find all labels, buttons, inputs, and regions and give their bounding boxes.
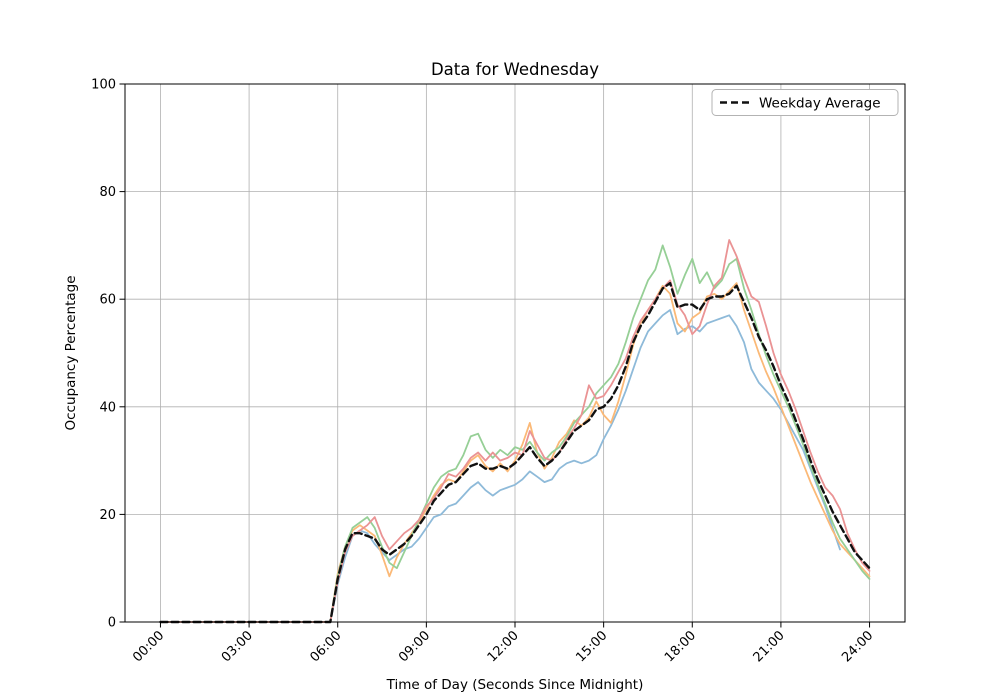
chart-title: Data for Wednesday	[431, 60, 599, 79]
x-tick-label-03:00: 03:00	[219, 628, 256, 665]
y-tick-label-20: 20	[99, 508, 116, 523]
x-tick-label-00:00: 00:00	[130, 628, 167, 665]
y-tick-label-40: 40	[99, 400, 116, 415]
legend-box	[711, 89, 899, 116]
tick-marks	[119, 83, 871, 628]
x-tick-label-15:00: 15:00	[573, 628, 610, 665]
tick-labels: 00:00 03:00 06:00 09:00 12:00 15:00 18:00 21:00…	[91, 78, 876, 666]
y-tick-label-0: 0	[108, 616, 116, 631]
y-tick-label-60: 60	[99, 293, 116, 308]
y-axis-label: Occupancy Percentage	[63, 275, 79, 430]
x-axis-label: Time of Day (Seconds Since Midnight)	[386, 677, 644, 693]
legend: Weekday Average	[711, 89, 899, 116]
x-tick-label-12:00: 12:00	[485, 628, 522, 665]
x-tick-label-09:00: 09:00	[396, 628, 433, 665]
legend-label: Weekday Average	[759, 96, 881, 112]
x-tick-label-24:00: 24:00	[839, 628, 876, 665]
x-tick-label-18:00: 18:00	[662, 628, 699, 665]
y-tick-label-100: 100	[91, 78, 116, 93]
x-tick-label-21:00: 21:00	[751, 628, 788, 665]
grid-lines	[125, 83, 905, 623]
x-tick-label-06:00: 06:00	[307, 628, 344, 665]
y-tick-label-80: 80	[99, 185, 116, 200]
